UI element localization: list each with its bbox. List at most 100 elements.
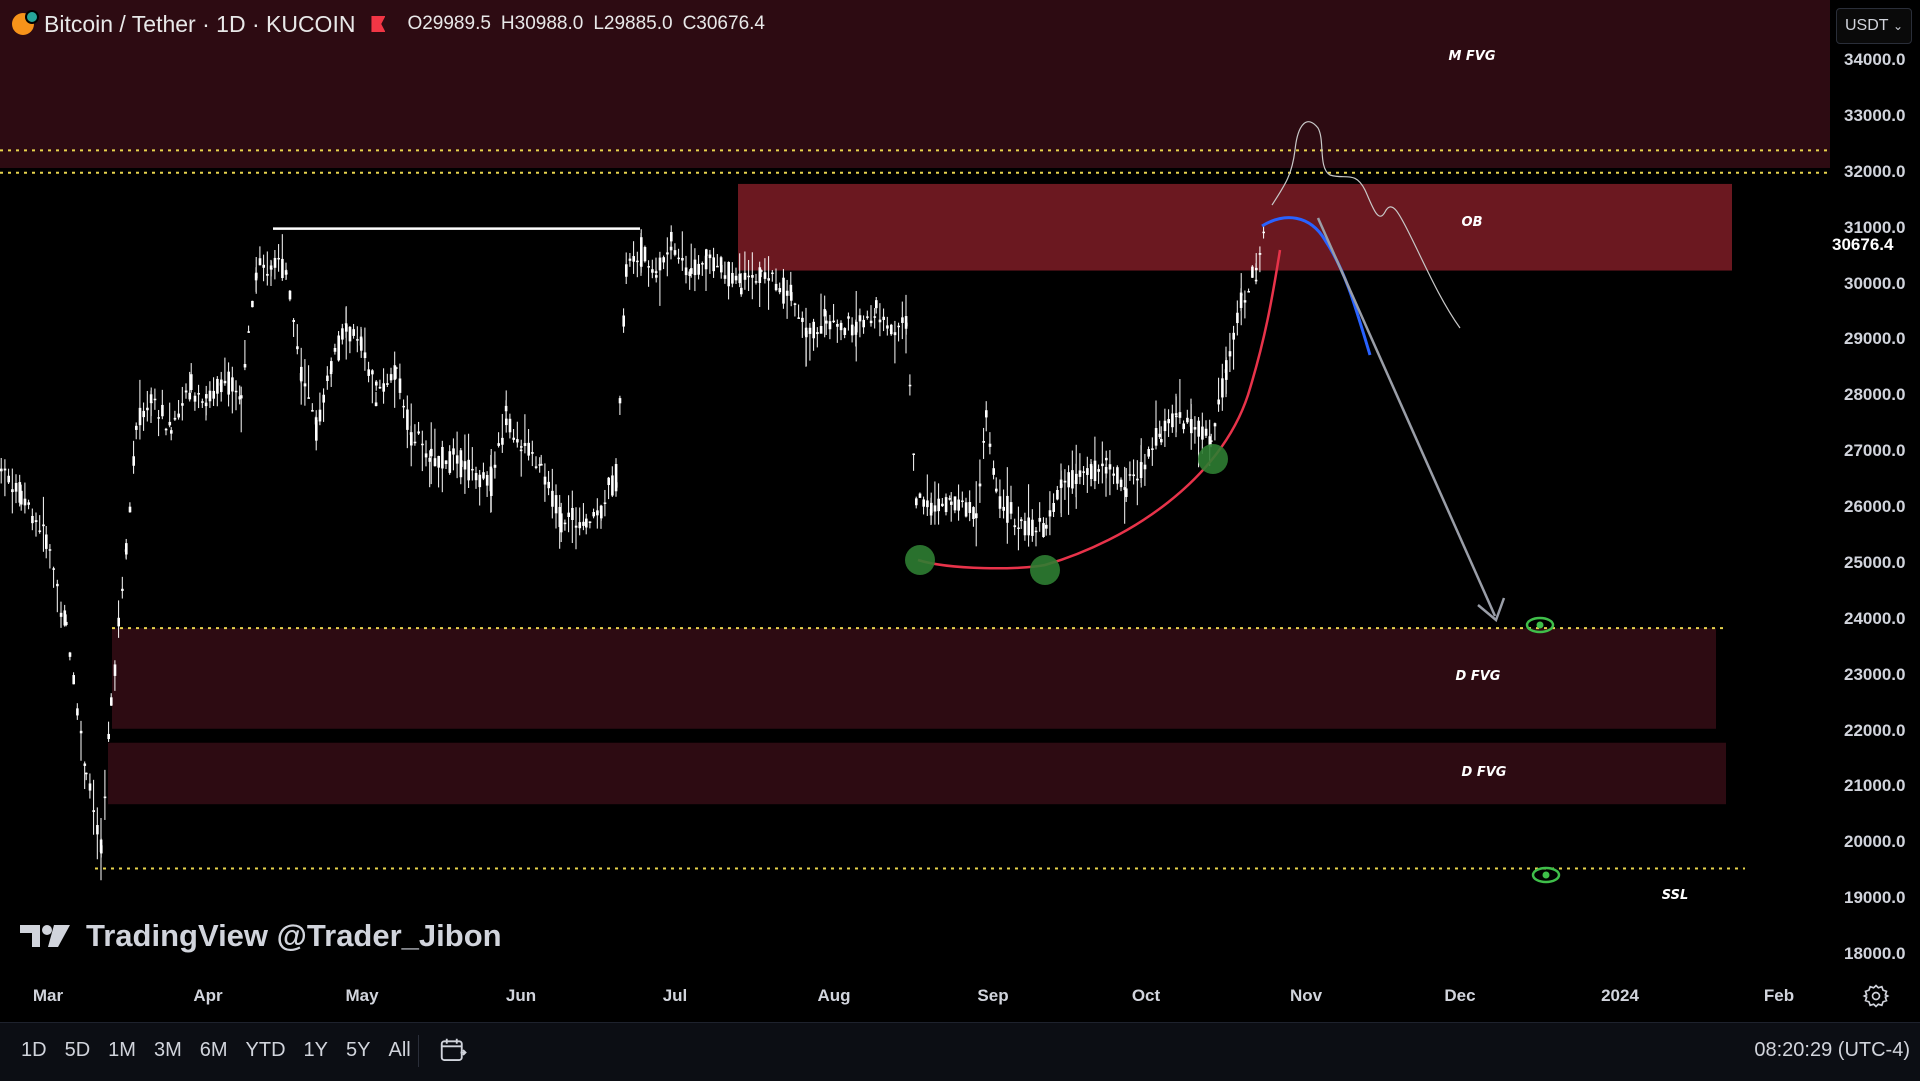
price-chart[interactable]: M FVG OB D FVG D FVG SSL <box>0 0 1830 970</box>
projection-arrow-line[interactable] <box>1316 217 1497 617</box>
candle-body <box>482 472 485 479</box>
candle-body <box>170 430 173 434</box>
candle-body <box>270 268 273 270</box>
chart-area[interactable]: M FVG OB D FVG D FVG SSL <box>0 0 1830 970</box>
candle-body <box>103 796 107 799</box>
m-fvg-zone[interactable] <box>0 0 1830 168</box>
price-tick-label: 32000.0 <box>1844 161 1906 181</box>
candle-body <box>173 417 177 420</box>
range-button-6m[interactable]: 6M <box>199 1039 228 1061</box>
candle-body <box>300 366 303 382</box>
candle-body <box>968 502 972 513</box>
price-tick-label: 21000.0 <box>1844 776 1906 796</box>
candle-body <box>220 379 223 393</box>
candle-body <box>88 783 92 791</box>
eye-icon[interactable] <box>1531 866 1561 884</box>
candle-body <box>523 443 527 446</box>
candle-body <box>1247 291 1250 293</box>
candle-body <box>303 383 307 387</box>
candle-body <box>882 316 885 320</box>
d-fvg-label-1: D FVG <box>1456 669 1501 684</box>
candle-body <box>406 409 409 430</box>
candle-body <box>375 381 378 386</box>
candle-body <box>277 257 280 260</box>
symbol-title[interactable]: Bitcoin / Tether · 1D · KUCOIN <box>44 10 356 37</box>
candle-body <box>240 395 243 399</box>
candle-body <box>1086 468 1089 475</box>
candle-body <box>315 419 318 441</box>
candle-body <box>1013 525 1017 528</box>
candle-body <box>285 272 288 275</box>
candle-body <box>1178 412 1182 418</box>
candle-body <box>378 386 382 389</box>
candle-body <box>184 390 188 393</box>
range-button-1y[interactable]: 1Y <box>303 1039 329 1061</box>
range-button-all[interactable]: All <box>388 1039 411 1061</box>
candle-body <box>386 383 389 385</box>
candle-body <box>697 263 700 275</box>
projection-curve-blue[interactable] <box>1261 216 1372 356</box>
range-button-5d[interactable]: 5D <box>64 1039 91 1061</box>
candle-body <box>819 325 823 334</box>
candle-body <box>816 332 819 335</box>
rounding-bottom-curve[interactable] <box>917 249 1282 570</box>
candle-body <box>281 258 284 279</box>
range-button-3m[interactable]: 3M <box>153 1039 182 1061</box>
range-button-5y[interactable]: 5Y <box>346 1039 371 1061</box>
candle-body <box>437 455 440 468</box>
time-tick-label: Oct <box>1131 986 1161 1005</box>
candle-body <box>747 275 750 278</box>
candle-body <box>132 456 135 466</box>
candle-body <box>421 443 424 446</box>
candle-body <box>743 272 747 280</box>
ob-zone[interactable] <box>738 183 1732 271</box>
time-tick-label: Nov <box>1289 986 1323 1005</box>
candle-body <box>42 524 45 527</box>
candle-body <box>731 272 734 284</box>
calendar-goto-icon[interactable] <box>438 1035 468 1065</box>
candle-body <box>1154 428 1158 446</box>
candle-body <box>410 432 413 446</box>
candle-body <box>738 273 742 284</box>
candle-body <box>1213 423 1217 427</box>
candle-body <box>763 272 767 279</box>
d-fvg-zone-1[interactable] <box>112 628 1716 729</box>
candle-body <box>669 246 673 251</box>
candle-body <box>402 405 405 408</box>
d-fvg-zone-2[interactable] <box>108 742 1726 805</box>
currency-select[interactable]: USDT ⌄ <box>1836 8 1912 44</box>
candle-body <box>441 446 444 469</box>
candle-body <box>188 392 192 400</box>
candle-body <box>1240 293 1243 296</box>
candle-body <box>1056 489 1059 500</box>
hand-drawn-path[interactable] <box>1271 121 1461 329</box>
candle-body <box>600 505 603 519</box>
swing-low-marker[interactable] <box>1198 444 1228 474</box>
range-button-ytd[interactable]: YTD <box>245 1039 286 1061</box>
candle-body <box>345 324 348 332</box>
candle-body <box>640 237 643 267</box>
range-button-1m[interactable]: 1M <box>108 1039 136 1061</box>
candle-body <box>307 397 310 399</box>
swing-low-marker[interactable] <box>905 545 935 575</box>
candle-body <box>793 303 797 305</box>
candle-body <box>547 481 550 489</box>
candle-body <box>1128 474 1132 476</box>
candle-body <box>177 413 180 418</box>
candle-body <box>836 323 839 327</box>
timezone-clock[interactable]: 08:20:29 (UTC-4) <box>1754 1039 1910 1061</box>
candle-body <box>534 466 538 468</box>
swing-low-marker[interactable] <box>1030 555 1060 585</box>
candle-body <box>1186 417 1189 423</box>
candle-body <box>27 502 30 505</box>
range-button-1d[interactable]: 1D <box>21 1039 47 1061</box>
candle-body <box>374 402 378 407</box>
flag-icon[interactable] <box>371 16 386 32</box>
watermark: TradingView @Trader_Jibon <box>18 918 502 954</box>
eye-icon[interactable] <box>1525 616 1555 634</box>
settings-gear-icon[interactable] <box>1862 982 1890 1010</box>
time-axis[interactable]: Mar Apr May Jun Jul Aug Sep Oct Nov Dec 2024 Feb <box>0 972 1830 1022</box>
candle-body <box>231 377 234 392</box>
price-axis[interactable]: 34000.0 33000.0 32000.0 31000.0 30000.0 29000… <box>1830 0 1920 970</box>
candle-body <box>540 463 543 466</box>
